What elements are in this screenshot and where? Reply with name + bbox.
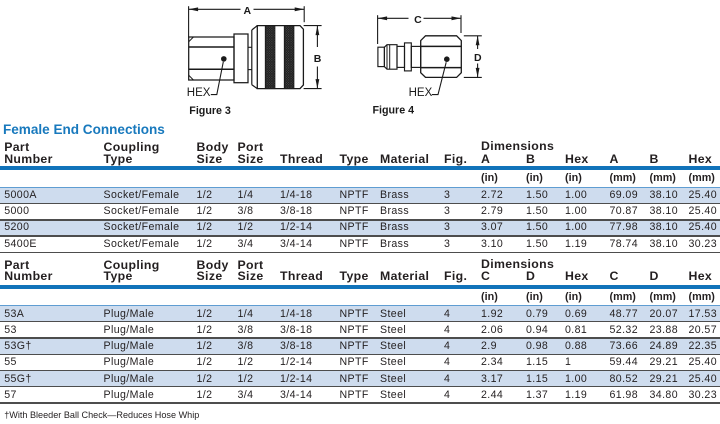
svg-text:Figure 3: Figure 3 — [189, 105, 231, 117]
svg-text:D: D — [474, 52, 482, 64]
svg-text:B: B — [314, 53, 322, 65]
svg-text:HEX: HEX — [187, 87, 211, 99]
svg-text:A: A — [244, 5, 252, 17]
svg-text:C: C — [414, 14, 422, 26]
svg-text:Figure 4: Figure 4 — [373, 105, 415, 117]
svg-text:HEX: HEX — [409, 87, 433, 99]
